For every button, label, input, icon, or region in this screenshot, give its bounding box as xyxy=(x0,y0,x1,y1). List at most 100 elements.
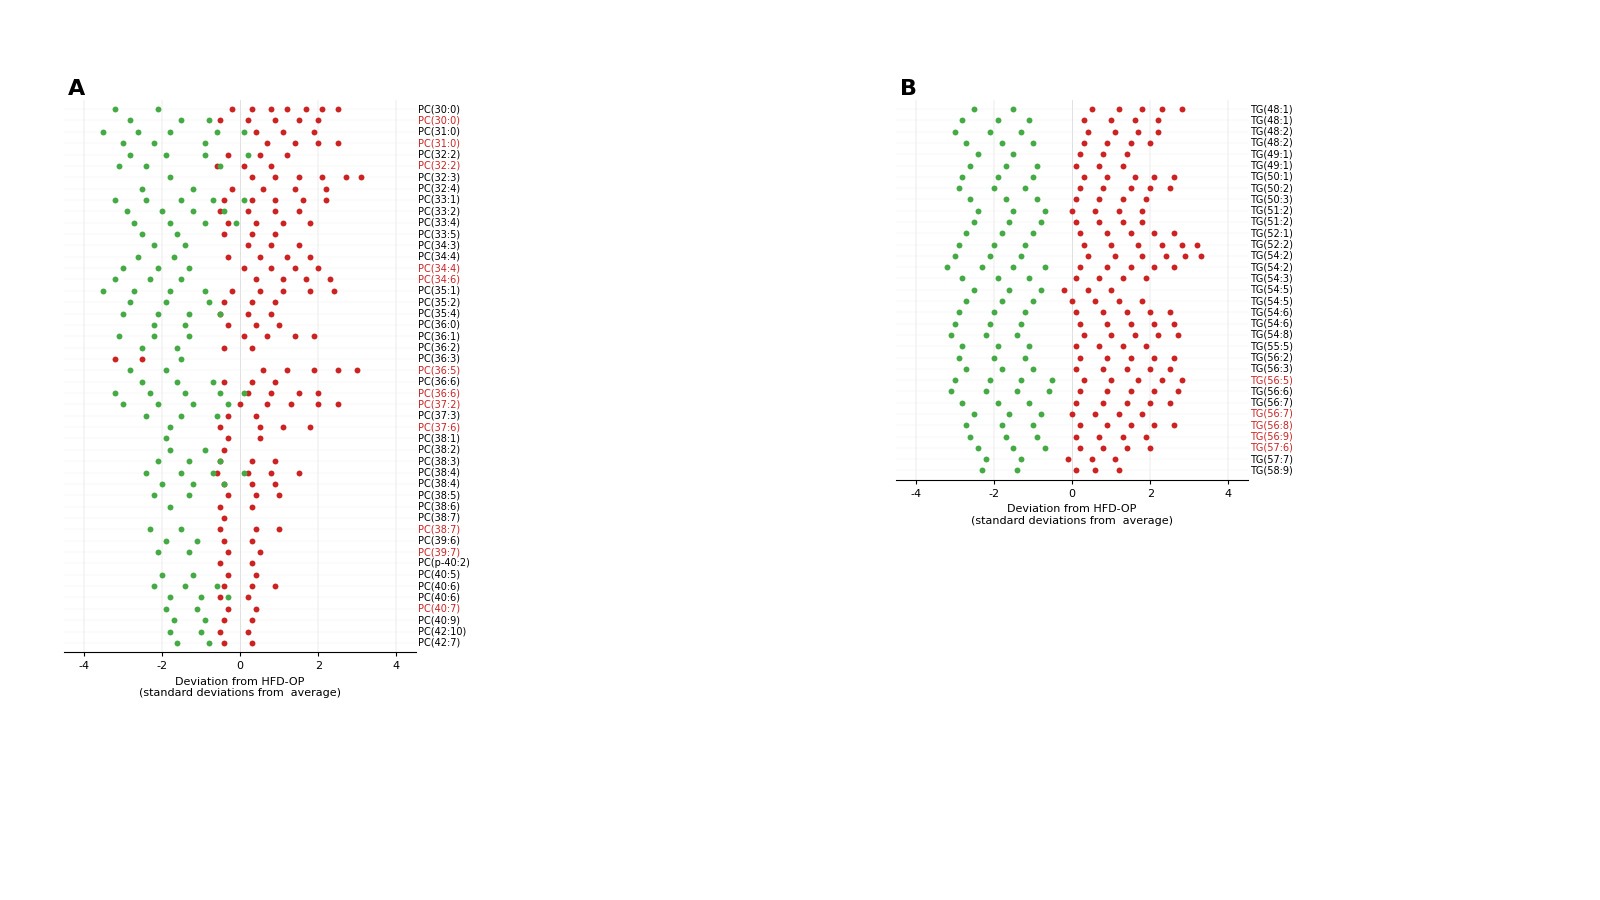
Point xyxy=(1067,384,1093,399)
Point xyxy=(146,454,171,468)
Point xyxy=(1024,193,1050,207)
Point xyxy=(102,386,128,400)
Point xyxy=(1149,373,1174,387)
Point xyxy=(1013,350,1038,365)
Point xyxy=(946,305,971,320)
Point xyxy=(243,568,269,582)
Point xyxy=(262,227,288,241)
Point xyxy=(1075,283,1101,297)
Point xyxy=(211,374,237,389)
Point xyxy=(238,227,264,241)
Point xyxy=(208,522,234,536)
Point xyxy=(282,329,307,344)
Point xyxy=(176,329,202,344)
Text: PC(33:4): PC(33:4) xyxy=(418,218,459,228)
Point xyxy=(1110,271,1136,285)
Point xyxy=(1165,384,1190,399)
Point xyxy=(1138,395,1163,410)
Point xyxy=(1118,384,1144,399)
Point xyxy=(130,352,155,366)
Point xyxy=(262,204,288,219)
Point xyxy=(203,124,229,139)
Point xyxy=(1051,283,1077,297)
Point xyxy=(1013,181,1038,195)
Point xyxy=(181,568,206,582)
Point xyxy=(1110,429,1136,444)
Point xyxy=(1102,248,1128,263)
Point xyxy=(168,352,194,366)
Point xyxy=(1086,271,1112,285)
Point xyxy=(157,443,182,457)
Text: PC(36:6): PC(36:6) xyxy=(418,377,459,387)
Point xyxy=(208,306,234,320)
Point xyxy=(970,464,995,478)
Point xyxy=(325,397,350,411)
Point xyxy=(1118,350,1144,365)
Point xyxy=(1021,136,1046,150)
Point xyxy=(1094,226,1120,240)
Text: PC(38:7): PC(38:7) xyxy=(418,525,461,535)
Point xyxy=(317,273,342,287)
Point xyxy=(230,158,256,173)
Point xyxy=(1133,339,1158,354)
Point xyxy=(149,477,174,491)
Point xyxy=(235,465,261,480)
Text: TG(56:7): TG(56:7) xyxy=(1250,398,1293,408)
Point xyxy=(1086,193,1112,207)
Point xyxy=(211,204,237,219)
Point xyxy=(259,386,285,400)
Point xyxy=(211,613,237,627)
Point xyxy=(160,613,186,627)
Text: TG(52:1): TG(52:1) xyxy=(1250,229,1293,238)
Point xyxy=(1098,328,1123,342)
Point xyxy=(294,102,320,116)
Point xyxy=(235,386,261,400)
Point xyxy=(262,295,288,310)
Point xyxy=(216,397,242,411)
Point xyxy=(1083,464,1109,478)
Text: PC(42:10): PC(42:10) xyxy=(418,626,466,636)
Point xyxy=(1098,238,1123,252)
Point xyxy=(246,431,272,446)
Point xyxy=(230,386,256,400)
Text: PC(38:4): PC(38:4) xyxy=(418,467,459,478)
Point xyxy=(1062,464,1088,478)
Point xyxy=(1162,226,1187,240)
Text: TG(56:9): TG(56:9) xyxy=(1250,432,1293,442)
Point xyxy=(235,590,261,605)
Point xyxy=(1098,373,1123,387)
Point xyxy=(1062,158,1088,173)
Point xyxy=(282,136,307,150)
Point xyxy=(157,625,182,639)
Point xyxy=(1133,429,1158,444)
Point xyxy=(154,601,179,616)
Point xyxy=(1062,215,1088,230)
Text: PC(32:4): PC(32:4) xyxy=(418,184,461,194)
Point xyxy=(192,284,218,298)
Point xyxy=(1094,384,1120,399)
Point xyxy=(1021,362,1046,376)
Point xyxy=(1189,248,1214,263)
Point xyxy=(165,227,190,241)
Point xyxy=(301,124,326,139)
Point xyxy=(259,465,285,480)
Point xyxy=(1130,215,1155,230)
Point xyxy=(1008,248,1034,263)
Point xyxy=(176,544,202,559)
Point xyxy=(1102,452,1128,466)
Point xyxy=(1083,293,1109,308)
Point xyxy=(1059,407,1085,421)
Point xyxy=(110,397,136,411)
Point xyxy=(216,215,242,230)
Point xyxy=(118,148,144,162)
Point xyxy=(208,420,234,435)
Point xyxy=(211,193,237,207)
Point xyxy=(157,420,182,435)
Point xyxy=(1016,395,1042,410)
Point xyxy=(238,193,264,207)
Point xyxy=(1024,158,1050,173)
Point xyxy=(989,293,1014,308)
Point xyxy=(176,454,202,468)
Point xyxy=(1075,124,1101,139)
Point xyxy=(157,215,182,230)
